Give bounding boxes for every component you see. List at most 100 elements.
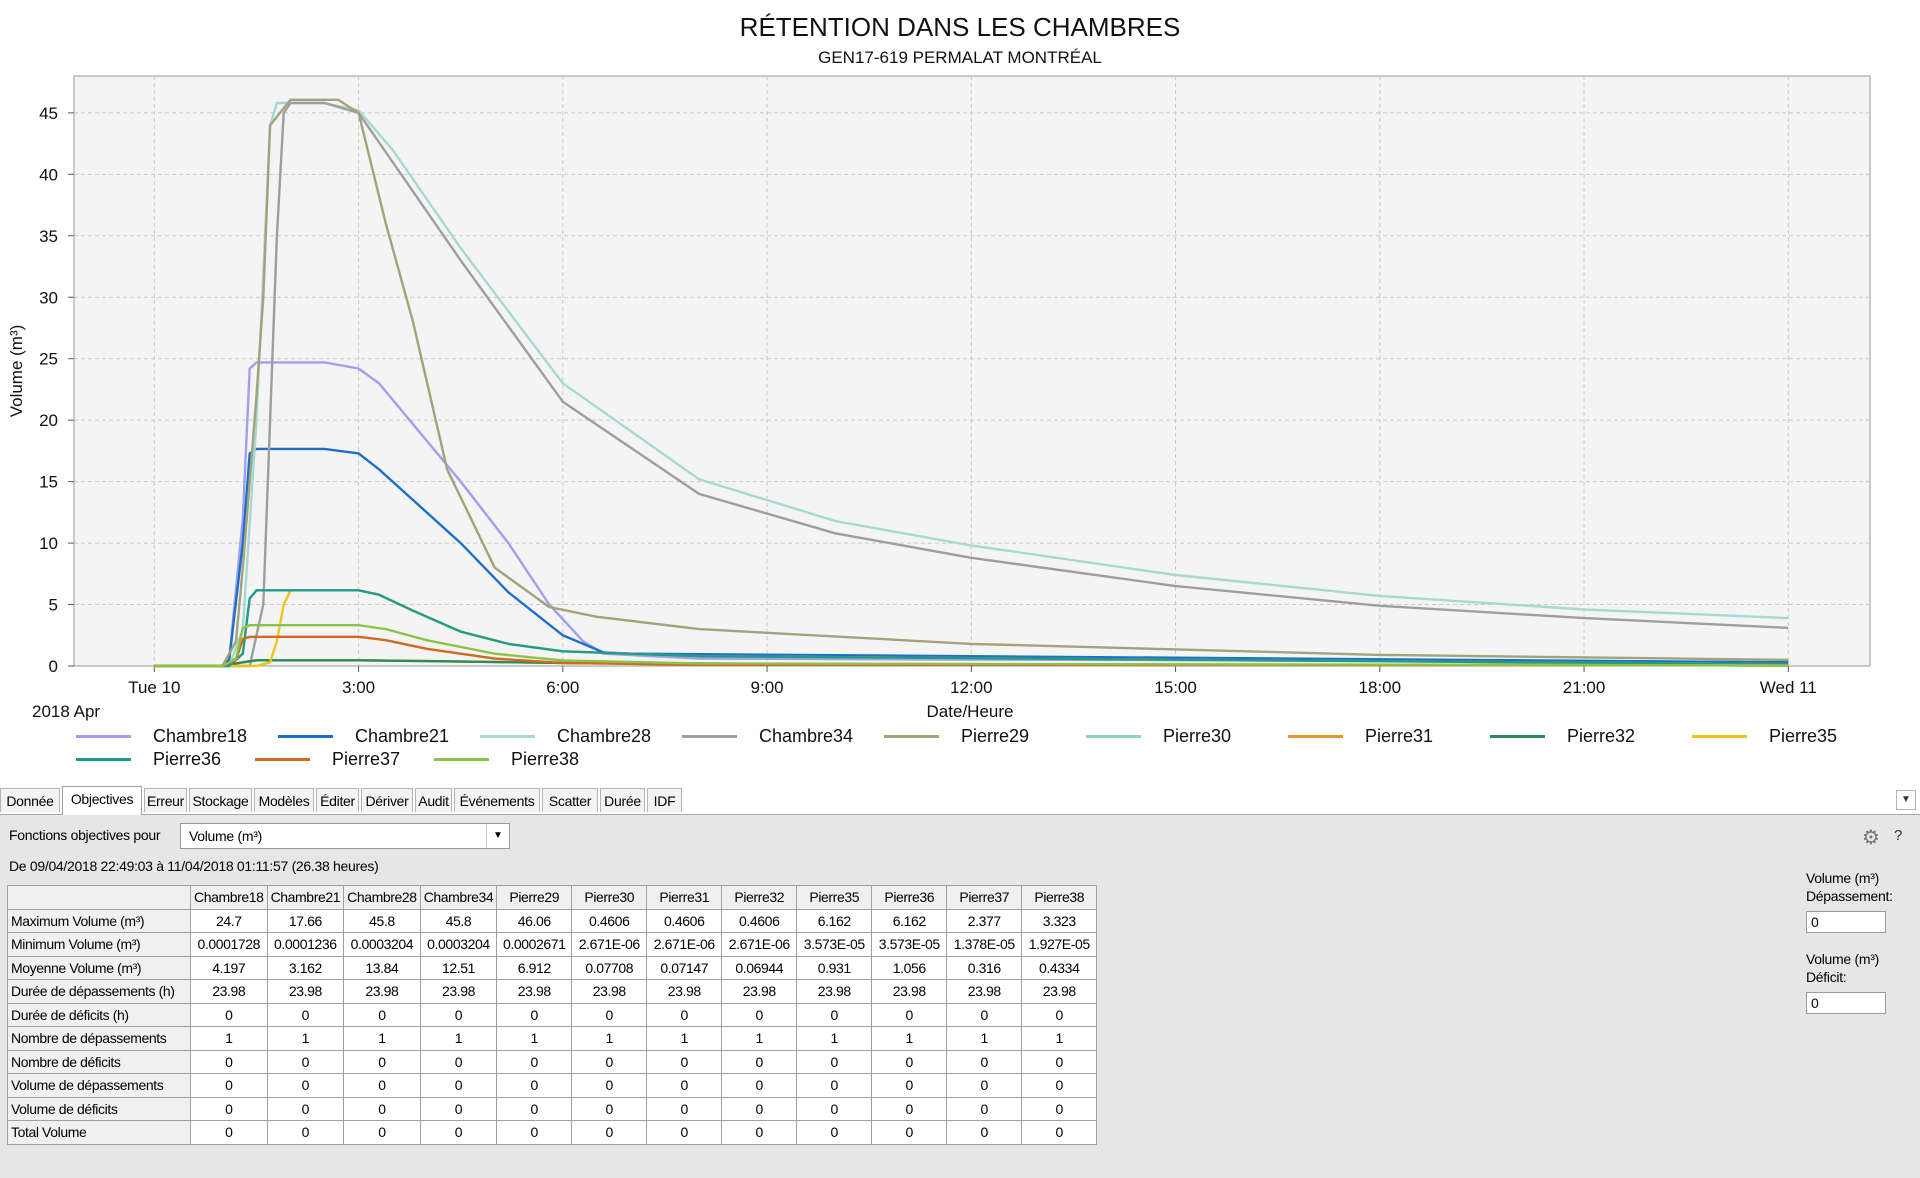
tab-erreur[interactable]: Erreur	[144, 788, 187, 812]
table-cell[interactable]: 0	[721, 1096, 798, 1121]
column-header[interactable]: Chambre28	[343, 885, 421, 910]
table-cell[interactable]: 0	[946, 1120, 1023, 1145]
column-header[interactable]: Pierre37	[946, 885, 1023, 910]
table-cell[interactable]: 0	[646, 1120, 723, 1145]
tab-list-dropdown-icon[interactable]: ▼	[1896, 790, 1916, 810]
tab-evenements[interactable]: Événements	[454, 788, 540, 812]
table-cell[interactable]: 0.4606	[721, 908, 798, 933]
gear-icon[interactable]: ⚙	[1862, 827, 1880, 849]
table-cell[interactable]: 1	[419, 1026, 498, 1051]
column-header[interactable]: Pierre35	[796, 885, 873, 910]
table-cell[interactable]: 1	[343, 1026, 421, 1051]
table-cell[interactable]: 0	[946, 1049, 1023, 1074]
column-header[interactable]: Pierre32	[721, 885, 798, 910]
table-cell[interactable]: 0	[343, 1120, 421, 1145]
table-cell[interactable]: 1.927E-05	[1021, 932, 1098, 957]
table-cell[interactable]: 0	[266, 1120, 345, 1145]
table-cell[interactable]: 0.0003204	[419, 932, 498, 957]
table-cell[interactable]: 3.573E-05	[796, 932, 873, 957]
legend-item[interactable]: Pierre29	[884, 724, 1029, 748]
table-cell[interactable]: 2.671E-06	[721, 932, 798, 957]
table-cell[interactable]: 0	[190, 1120, 268, 1145]
table-cell[interactable]: 0	[796, 1002, 873, 1027]
table-cell[interactable]: 1	[571, 1026, 648, 1051]
help-icon[interactable]: ?	[1894, 827, 1903, 844]
table-cell[interactable]: 4.197	[190, 955, 268, 980]
table-cell[interactable]: 0	[496, 1073, 573, 1098]
table-cell[interactable]: 0	[721, 1049, 798, 1074]
table-cell[interactable]: 0.0002671	[496, 932, 573, 957]
table-cell[interactable]: 1	[646, 1026, 723, 1051]
tab-idf[interactable]: IDF	[647, 788, 682, 812]
table-cell[interactable]: 0	[496, 1096, 573, 1121]
table-cell[interactable]: 45.8	[343, 908, 421, 933]
table-cell[interactable]: 0.931	[796, 955, 873, 980]
table-cell[interactable]: 17.66	[266, 908, 345, 933]
legend-item[interactable]: Pierre30	[1086, 724, 1231, 748]
table-cell[interactable]: 0	[419, 1002, 498, 1027]
column-header[interactable]: Chambre34	[419, 885, 498, 910]
table-cell[interactable]: 23.98	[266, 979, 345, 1004]
tab-editer[interactable]: Éditer	[316, 788, 359, 812]
table-cell[interactable]: 23.98	[796, 979, 873, 1004]
table-cell[interactable]: 0	[496, 1002, 573, 1027]
table-cell[interactable]: 0.4606	[571, 908, 648, 933]
table-cell[interactable]: 6.162	[871, 908, 948, 933]
table-cell[interactable]: 0	[266, 1049, 345, 1074]
table-cell[interactable]: 0	[871, 1073, 948, 1098]
table-cell[interactable]: 0	[1021, 1096, 1098, 1121]
table-cell[interactable]: 23.98	[571, 979, 648, 1004]
table-cell[interactable]: 0	[266, 1073, 345, 1098]
table-cell[interactable]: 1	[721, 1026, 798, 1051]
table-cell[interactable]: 0	[721, 1120, 798, 1145]
legend-item[interactable]: Chambre28	[480, 724, 651, 748]
table-cell[interactable]: 1	[871, 1026, 948, 1051]
table-cell[interactable]: 2.671E-06	[646, 932, 723, 957]
table-cell[interactable]: 0	[266, 1002, 345, 1027]
legend-item[interactable]: Pierre37	[255, 747, 400, 771]
table-cell[interactable]: 12.51	[419, 955, 498, 980]
column-header[interactable]: Pierre30	[571, 885, 648, 910]
table-cell[interactable]: 23.98	[419, 979, 498, 1004]
legend-item[interactable]: Pierre36	[76, 747, 221, 771]
table-cell[interactable]: 0	[571, 1120, 648, 1145]
table-cell[interactable]: 2.671E-06	[571, 932, 648, 957]
table-cell[interactable]: 0	[721, 1073, 798, 1098]
table-cell[interactable]: 0.4334	[1021, 955, 1098, 980]
legend-item[interactable]: Pierre38	[434, 747, 579, 771]
table-cell[interactable]: 0.06944	[721, 955, 798, 980]
table-cell[interactable]: 2.377	[946, 908, 1023, 933]
table-cell[interactable]: 0	[419, 1096, 498, 1121]
table-cell[interactable]: 1	[1021, 1026, 1098, 1051]
table-cell[interactable]: 0	[571, 1073, 648, 1098]
column-header[interactable]: Chambre18	[190, 885, 268, 910]
table-cell[interactable]: 0	[946, 1002, 1023, 1027]
table-cell[interactable]: 13.84	[343, 955, 421, 980]
table-cell[interactable]: 0	[946, 1073, 1023, 1098]
table-cell[interactable]: 0	[796, 1120, 873, 1145]
table-cell[interactable]: 23.98	[496, 979, 573, 1004]
table-cell[interactable]: 0	[1021, 1073, 1098, 1098]
legend-item[interactable]: Pierre31	[1288, 724, 1433, 748]
table-cell[interactable]: 0.07147	[646, 955, 723, 980]
table-cell[interactable]: 3.323	[1021, 908, 1098, 933]
tab-objectives[interactable]: Objectives	[62, 786, 142, 815]
table-cell[interactable]: 0	[190, 1073, 268, 1098]
table-cell[interactable]: 0	[496, 1120, 573, 1145]
table-cell[interactable]: 1	[796, 1026, 873, 1051]
table-cell[interactable]: 23.98	[946, 979, 1023, 1004]
table-cell[interactable]: 23.98	[646, 979, 723, 1004]
table-cell[interactable]: 0	[871, 1096, 948, 1121]
depassement-input[interactable]: 0	[1806, 911, 1886, 933]
table-cell[interactable]: 0	[646, 1049, 723, 1074]
table-cell[interactable]: 0	[871, 1120, 948, 1145]
legend-item[interactable]: Chambre18	[76, 724, 247, 748]
table-cell[interactable]: 3.573E-05	[871, 932, 948, 957]
table-cell[interactable]: 0	[871, 1002, 948, 1027]
table-cell[interactable]: 23.98	[721, 979, 798, 1004]
tab-duree[interactable]: Durée	[600, 788, 645, 812]
table-cell[interactable]: 0	[646, 1002, 723, 1027]
tab-audit[interactable]: Audit	[415, 788, 452, 812]
column-header[interactable]: Pierre29	[496, 885, 573, 910]
table-cell[interactable]: 3.162	[266, 955, 345, 980]
